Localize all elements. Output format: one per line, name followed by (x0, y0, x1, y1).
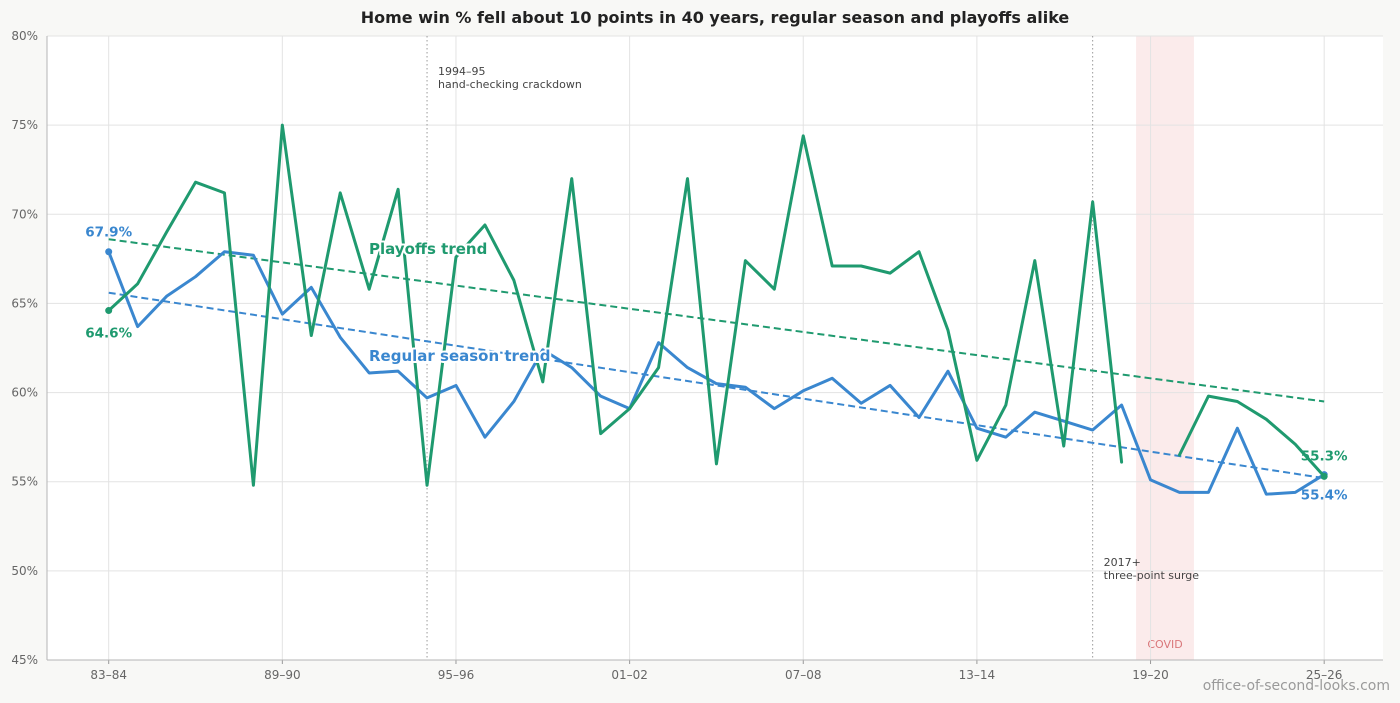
x-tick-label: 89–90 (264, 668, 301, 682)
x-tick-label: 01–02 (611, 668, 648, 682)
value-label-regular-start: 67.9% (85, 225, 132, 241)
trend-label-playoffs: Playoffs trend (369, 240, 487, 258)
point-start-playoffs (105, 307, 113, 315)
y-tick-label: 55% (11, 475, 38, 489)
y-tick-label: 70% (11, 207, 38, 221)
covid-label: COVID (1147, 638, 1182, 651)
annotation-text-threepoint: three-point surge (1104, 569, 1200, 582)
annotation-year-threepoint: 2017+ (1104, 556, 1141, 569)
series-line-playoffs (107, 123, 1326, 487)
y-tick-label: 75% (11, 118, 38, 132)
trend-label-regular: Regular season trend (369, 347, 551, 365)
point-start-regular (105, 248, 113, 256)
value-label-playoffs-start: 64.6% (85, 326, 132, 342)
y-tick-label: 60% (11, 386, 38, 400)
x-tick-label: 19–20 (1132, 668, 1169, 682)
annotation-year-handcheck: 1994–95 (438, 65, 486, 78)
y-tick-label: 65% (11, 296, 38, 310)
chart-title: Home win % fell about 10 points in 40 ye… (361, 8, 1070, 27)
trend-line-regular (108, 291, 1325, 480)
y-tick-label: 45% (11, 653, 38, 667)
x-tick-label: 13–14 (959, 668, 996, 682)
y-tick-label: 80% (11, 29, 38, 43)
credit-text: office-of-second-looks.com (1203, 678, 1390, 694)
series-line-regular (107, 250, 1326, 496)
x-tick-label: 95–96 (438, 668, 475, 682)
x-tick-label: 07–08 (785, 668, 822, 682)
covid-band (1136, 36, 1194, 660)
annotation-text-handcheck: hand-checking crackdown (438, 78, 582, 91)
value-label-regular-end: 55.4% (1301, 488, 1348, 504)
y-tick-label: 50% (11, 564, 38, 578)
trend-line-playoffs (108, 238, 1325, 403)
x-tick-label: 83–84 (90, 668, 127, 682)
value-label-playoffs-end: 55.3% (1301, 448, 1348, 464)
x-tick-label: 25–26 (1306, 668, 1343, 682)
point-end-playoffs (1320, 472, 1328, 480)
